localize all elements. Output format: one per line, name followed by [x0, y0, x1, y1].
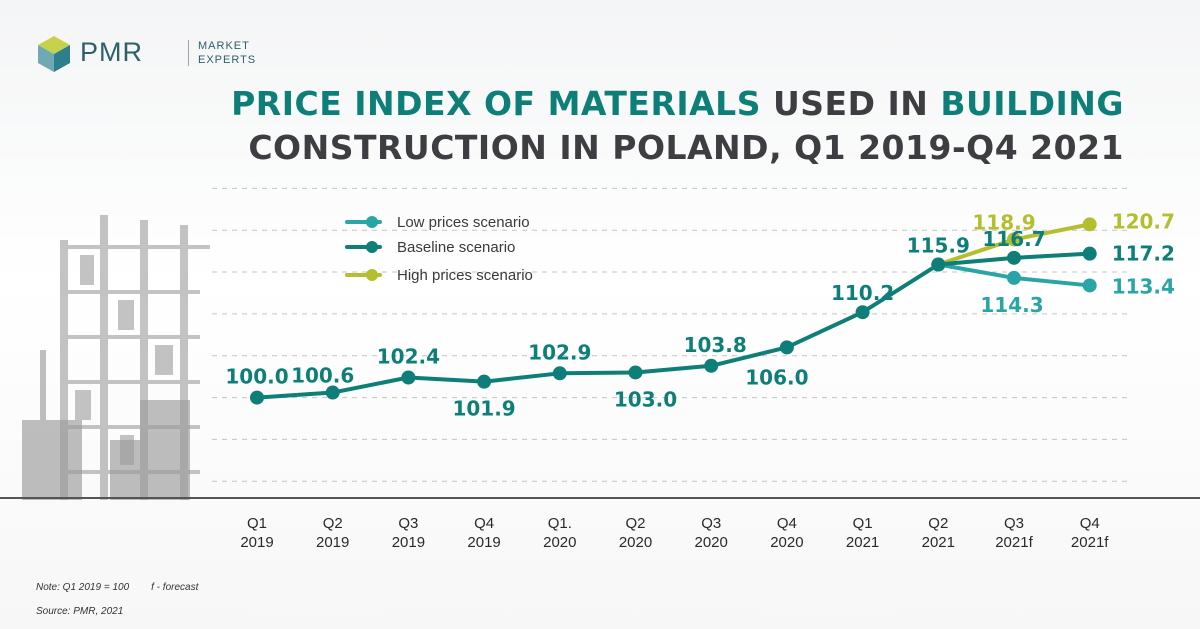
data-label: 103.8 — [684, 333, 747, 357]
logo-divider — [188, 40, 189, 66]
legend-label: High prices scenario — [397, 267, 533, 284]
note-line: Note: Q1 2019 = 100 f - forecast — [36, 582, 198, 593]
x-tick-label: Q1 2021 — [846, 515, 879, 551]
note-forecast: f - forecast — [151, 582, 199, 593]
x-tick-label: Q4 2019 — [467, 515, 500, 551]
legend-marker — [366, 216, 378, 228]
data-label: 102.4 — [377, 344, 440, 368]
pmr-wordmark: PMR — [80, 37, 143, 67]
pmr-cube-icon — [38, 36, 70, 72]
tagline-line-1: MARKET — [198, 40, 250, 52]
title-highlight-1: PRICE INDEX OF MATERIALS — [231, 84, 761, 123]
data-label: 117.2 — [1112, 242, 1175, 266]
data-label: 116.7 — [982, 227, 1045, 251]
data-label: 118.9 — [972, 210, 1035, 234]
chart-title: PRICE INDEX OF MATERIALS USED IN BUILDIN… — [231, 82, 1124, 170]
data-label: 115.9 — [907, 234, 970, 258]
x-tick-label: Q3 2021f — [995, 515, 1033, 551]
chart-legend: Low prices scenario Baseline scenario High… — [345, 214, 533, 284]
legend-marker — [366, 269, 378, 281]
data-point — [855, 305, 870, 320]
data-label: 103.0 — [614, 387, 677, 411]
data-label: 100.0 — [225, 365, 288, 389]
x-tick-label: Q4 2020 — [770, 515, 803, 551]
chart-x-tick-labels: Q1 2019 Q2 2019 Q3 2019 Q4 2019 Q1. 2020 Q2 2020 Q3 2… — [240, 515, 1109, 551]
data-label: 102.9 — [528, 340, 591, 364]
data-label: 113.4 — [1112, 274, 1175, 298]
chart-gridlines — [212, 187, 1132, 482]
series-line — [255, 251, 1092, 400]
x-tick-label: Q2 2020 — [619, 515, 652, 551]
chart-data-labels: 100.0 100.6 102.4 101.9 102.9 103.0 103.8 106.0… — [225, 209, 1175, 420]
data-point — [1007, 270, 1021, 285]
data-point — [704, 358, 719, 373]
data-point — [401, 370, 416, 385]
data-point — [1082, 246, 1097, 261]
data-point — [250, 390, 264, 405]
x-tick-label: Q1 2019 — [240, 515, 273, 551]
pmr-logo: PMR MARKET EXPERTS — [36, 34, 255, 74]
data-point — [1082, 217, 1097, 232]
note-base: Note: Q1 2019 = 100 — [36, 582, 130, 593]
data-point — [1007, 232, 1021, 247]
legend-label: Low prices scenario — [397, 214, 530, 231]
data-label: 120.7 — [1112, 209, 1175, 233]
chart-data-points — [250, 217, 1097, 405]
title-highlight-2: BUILDING — [940, 84, 1124, 123]
legend-marker — [366, 241, 378, 253]
x-tick-label: Q1. 2020 — [543, 515, 576, 551]
data-label: 100.6 — [291, 364, 354, 388]
data-point — [1007, 250, 1021, 265]
title-line-1: PRICE INDEX OF MATERIALS USED IN BUILDIN… — [231, 82, 1124, 126]
data-point — [931, 257, 946, 272]
x-tick-label: Q4 2021f — [1071, 515, 1109, 551]
data-label: 101.9 — [452, 397, 515, 421]
logo-tagline: MARKET EXPERTS — [198, 39, 268, 67]
data-point — [779, 340, 794, 355]
data-point — [325, 385, 340, 400]
data-label: 106.0 — [745, 365, 808, 389]
data-point — [477, 374, 492, 389]
title-plain-1: USED IN — [760, 84, 941, 123]
tagline-line-2: EXPERTS — [198, 54, 257, 66]
data-point — [628, 365, 643, 380]
x-tick-label: Q3 2020 — [695, 515, 728, 551]
title-line-2: CONSTRUCTION IN POLAND, Q1 2019-Q4 2021 — [248, 128, 1124, 167]
data-point — [1082, 278, 1097, 293]
data-point — [552, 366, 567, 381]
source-note: Source: PMR, 2021 — [36, 606, 124, 617]
x-tick-label: Q2 2021 — [922, 515, 955, 551]
data-label: 110.2 — [831, 281, 894, 305]
legend-label: Baseline scenario — [397, 239, 515, 256]
data-label: 114.3 — [980, 293, 1043, 317]
x-tick-label: Q3 2019 — [392, 515, 425, 551]
x-tick-label: Q2 2019 — [316, 515, 349, 551]
